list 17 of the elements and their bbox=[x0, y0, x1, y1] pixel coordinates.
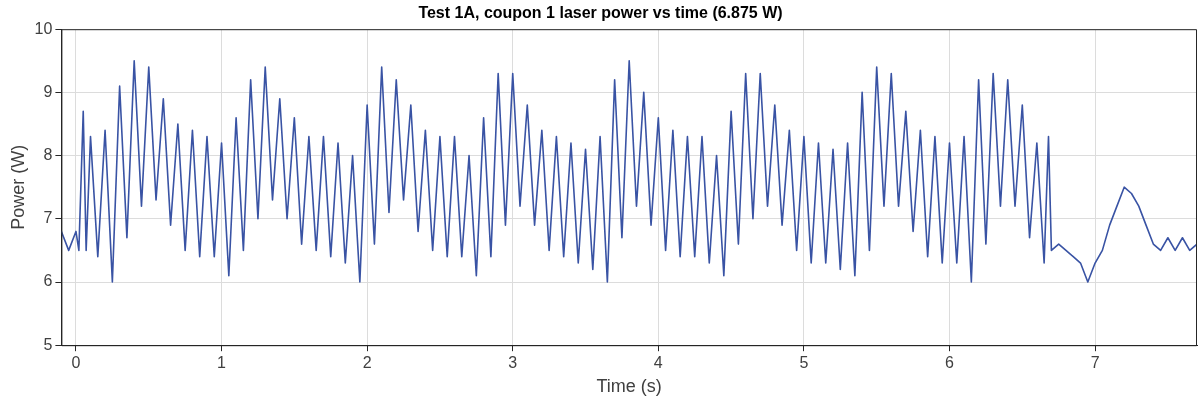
x-tick-label: 4 bbox=[653, 354, 663, 372]
y-tick-label: 7 bbox=[43, 209, 53, 227]
x-tick-label: 7 bbox=[1090, 354, 1100, 372]
x-tick-label: 1 bbox=[217, 354, 227, 372]
y-tick-label: 6 bbox=[43, 272, 53, 290]
x-tick-label: 6 bbox=[945, 354, 955, 372]
x-tick-label: 5 bbox=[799, 354, 809, 372]
y-tick-label: 9 bbox=[43, 82, 53, 100]
y-tick-label: 10 bbox=[34, 19, 53, 37]
x-tick-label: 3 bbox=[508, 354, 518, 372]
chart-title: Test 1A, coupon 1 laser power vs time (6.875 W) bbox=[418, 4, 783, 22]
y-axis-title: Power (W) bbox=[7, 144, 28, 230]
x-tick-label: 2 bbox=[362, 354, 372, 372]
y-tick-label: 8 bbox=[43, 146, 53, 164]
x-tick-label: 0 bbox=[71, 354, 81, 372]
y-tick-label: 5 bbox=[43, 335, 53, 353]
x-axis-title: Time (s) bbox=[596, 376, 662, 397]
